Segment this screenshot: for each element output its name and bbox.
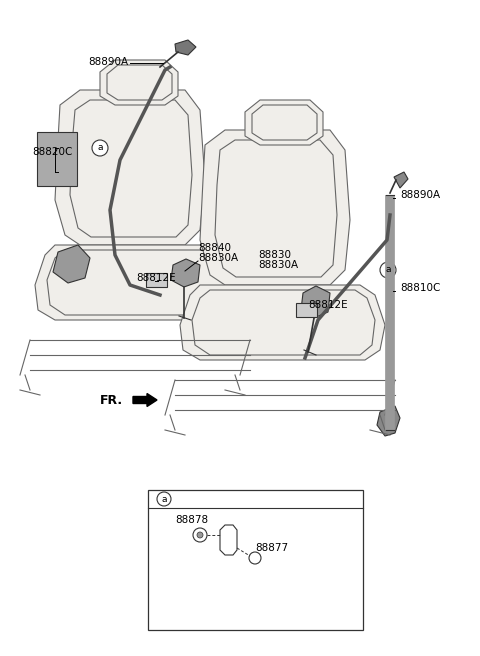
Polygon shape bbox=[175, 40, 196, 55]
Polygon shape bbox=[55, 90, 205, 245]
Text: a: a bbox=[161, 495, 167, 504]
Text: 88812E: 88812E bbox=[308, 300, 348, 310]
Text: 88812E: 88812E bbox=[136, 273, 176, 283]
Text: 88830: 88830 bbox=[258, 250, 291, 260]
Circle shape bbox=[197, 532, 203, 538]
Text: 88840: 88840 bbox=[198, 243, 231, 253]
Circle shape bbox=[157, 492, 171, 506]
Text: 88890A: 88890A bbox=[88, 57, 128, 67]
Text: 88878: 88878 bbox=[175, 515, 208, 525]
Text: 88830A: 88830A bbox=[198, 253, 238, 263]
Circle shape bbox=[380, 262, 396, 278]
Polygon shape bbox=[245, 100, 323, 145]
Polygon shape bbox=[394, 172, 408, 188]
Polygon shape bbox=[53, 245, 90, 283]
Polygon shape bbox=[100, 60, 178, 105]
Text: 88820C: 88820C bbox=[32, 147, 72, 157]
Text: a: a bbox=[97, 144, 103, 152]
Text: 88810C: 88810C bbox=[400, 283, 440, 293]
Polygon shape bbox=[200, 130, 350, 285]
Polygon shape bbox=[171, 259, 200, 287]
Bar bbox=[148, 490, 363, 630]
FancyBboxPatch shape bbox=[145, 272, 167, 287]
Polygon shape bbox=[180, 285, 385, 360]
Circle shape bbox=[92, 140, 108, 156]
FancyArrow shape bbox=[133, 394, 157, 407]
Text: a: a bbox=[385, 266, 391, 274]
Text: 88890A: 88890A bbox=[400, 190, 440, 200]
FancyBboxPatch shape bbox=[37, 132, 77, 186]
Polygon shape bbox=[301, 286, 330, 318]
Polygon shape bbox=[35, 245, 240, 320]
Text: 88830A: 88830A bbox=[258, 260, 298, 270]
Text: FR.: FR. bbox=[100, 394, 123, 407]
Polygon shape bbox=[377, 406, 400, 436]
FancyBboxPatch shape bbox=[296, 302, 316, 316]
Text: 88877: 88877 bbox=[255, 543, 288, 553]
